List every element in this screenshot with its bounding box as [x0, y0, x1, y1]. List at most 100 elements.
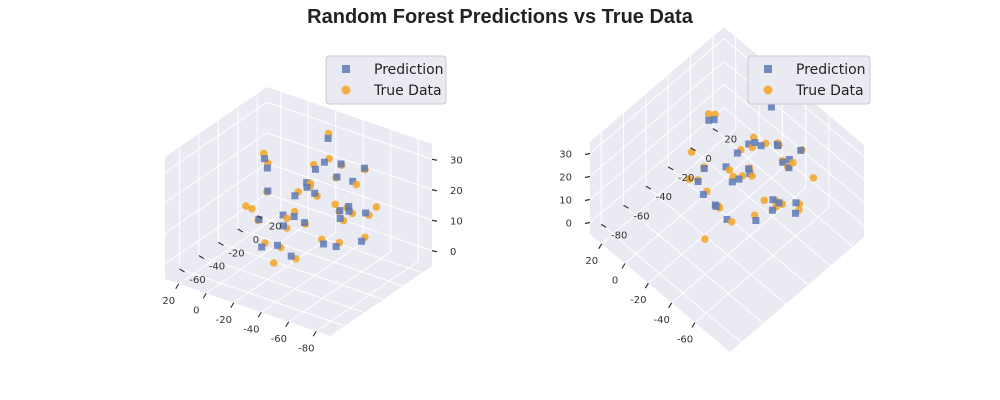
- tick-mark-y: [690, 147, 696, 152]
- data-point-prediction: [312, 165, 319, 173]
- data-point-prediction: [303, 183, 311, 191]
- tick-label-x: -20: [216, 315, 232, 326]
- grid-line-x: [178, 213, 282, 285]
- tick-label-y: -60: [633, 211, 649, 222]
- tick-mark-y: [667, 166, 674, 171]
- legend-label-prediction: Prediction: [374, 62, 444, 78]
- data-point-prediction: [279, 211, 287, 219]
- pane-floor: [590, 119, 864, 352]
- tick-mark-x: [175, 283, 180, 290]
- tick-mark-y: [623, 204, 629, 209]
- data-point-prediction: [263, 164, 271, 172]
- data-point-true-data: [789, 159, 797, 167]
- tick-label-z: 20: [450, 186, 463, 197]
- tick-label-y: 20: [269, 222, 282, 233]
- data-point-prediction: [345, 207, 353, 215]
- data-point-prediction: [768, 206, 776, 214]
- legend-marker-prediction: [764, 65, 772, 73]
- tick-label-x: 0: [193, 305, 199, 316]
- data-point-prediction: [735, 175, 743, 183]
- data-point-prediction: [345, 203, 353, 210]
- chart-right: -60 -40 -20 0 20 -80 -60 -40 -20 0 20 0 10 20 30 Predi…: [559, 27, 871, 352]
- data-point-prediction: [349, 177, 357, 185]
- tick-mark-z: [431, 189, 438, 192]
- grid-line-z: [164, 132, 268, 204]
- data-point-true-data: [687, 148, 696, 156]
- tick-mark-z: [431, 158, 438, 161]
- tick-mark-x: [285, 321, 290, 328]
- data-point-true-data: [748, 172, 756, 180]
- data-point-prediction: [745, 140, 753, 148]
- data-point-prediction: [774, 142, 782, 150]
- grid-line-z: [589, 61, 725, 177]
- data-point-prediction: [258, 243, 266, 251]
- grid-line-z: [723, 61, 865, 180]
- grid-line-x: [233, 232, 337, 304]
- legend-label-true-data: True Data: [373, 83, 442, 99]
- tick-mark-y: [256, 215, 263, 220]
- tick-mark-z: [584, 198, 591, 202]
- tick-mark-y: [645, 185, 652, 190]
- tick-mark-x: [202, 292, 207, 299]
- tick-label-y: -40: [656, 192, 672, 203]
- data-point-prediction: [710, 116, 718, 124]
- data-point-prediction: [290, 213, 298, 221]
- data-point-prediction: [769, 196, 777, 204]
- data-point-prediction: [752, 217, 760, 224]
- tick-mark-y: [600, 223, 607, 228]
- grid-line-z: [266, 101, 433, 160]
- data-point-prediction: [767, 103, 775, 111]
- grid-line-y: [667, 166, 809, 286]
- tick-label-x: -60: [271, 334, 287, 345]
- tick-label-x: 20: [162, 296, 175, 307]
- legend: Prediction True Data: [325, 55, 447, 105]
- axis-ticks: -60 -40 -20 0 20 -80 -60 -40 -20 0 20 0 10 20 30: [559, 128, 737, 346]
- grid-line-x: [694, 207, 830, 323]
- data-point-prediction: [301, 219, 309, 227]
- data-point-prediction: [792, 199, 800, 207]
- tick-mark-z: [584, 175, 591, 179]
- tick-mark-x: [644, 282, 649, 289]
- grid-line-z: [266, 162, 433, 221]
- tick-mark-x: [621, 263, 626, 269]
- grid-line-x: [315, 260, 419, 332]
- grid-line-z: [164, 101, 268, 173]
- data-point-prediction: [291, 192, 299, 200]
- data-point-prediction: [336, 207, 344, 215]
- tick-label-z: 30: [450, 155, 463, 166]
- tick-label-z: 10: [450, 216, 463, 227]
- grid-line-y: [237, 228, 404, 287]
- data-point-prediction: [320, 240, 328, 248]
- data-point-true-data: [701, 235, 709, 243]
- figure-title: Random Forest Predictions vs True Data: [307, 6, 694, 28]
- grid-line-x: [260, 241, 364, 313]
- tick-label-x: -40: [243, 324, 259, 335]
- data-point-prediction: [797, 146, 805, 154]
- data-point-true-data: [283, 214, 291, 223]
- tick-mark-z: [431, 219, 438, 222]
- data-point-prediction: [792, 209, 799, 217]
- grid-line-y: [218, 241, 384, 300]
- data-point-true-data: [727, 218, 736, 226]
- data-point-prediction: [699, 191, 707, 199]
- data-point-true-data: [331, 200, 340, 209]
- tick-mark-y: [712, 128, 719, 133]
- data-point-prediction: [311, 189, 319, 197]
- grid-line-z: [589, 107, 725, 223]
- data-point-prediction: [255, 216, 263, 223]
- grid-line-z: [164, 193, 268, 265]
- data-point-prediction: [332, 243, 340, 251]
- data-point-prediction: [775, 199, 783, 207]
- grid-line-y: [623, 204, 764, 324]
- tick-label-y: 20: [724, 135, 737, 146]
- tick-mark-z: [584, 152, 591, 156]
- grid-line-y: [198, 255, 365, 314]
- data-points: [242, 129, 381, 267]
- grid-line-x: [624, 148, 760, 264]
- tick-label-x: -60: [677, 335, 693, 346]
- grid-line-z: [266, 132, 433, 191]
- tick-mark-y: [237, 228, 244, 233]
- data-point-true-data: [809, 174, 818, 182]
- grid-line-y: [690, 147, 831, 267]
